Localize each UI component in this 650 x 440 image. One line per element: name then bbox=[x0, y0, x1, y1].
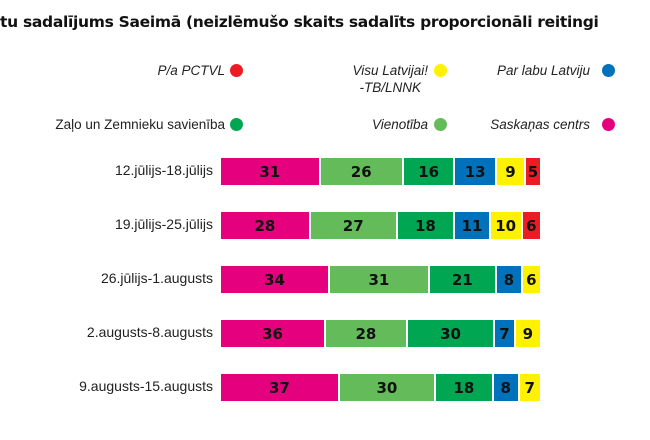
bar-segment: 31 bbox=[330, 266, 430, 293]
category-label: 12.jūlijs-18.jūlijs bbox=[114, 162, 213, 178]
category-label: 9.augusts-15.augusts bbox=[79, 378, 213, 394]
legend-label-par-labu-latviju: Par labu Latviju bbox=[496, 63, 590, 78]
legend-label-tb-lnnk: Visu Latvijai! -TB/LNNK bbox=[352, 62, 428, 96]
data-label: 6 bbox=[526, 270, 537, 289]
bar-segment: 28 bbox=[221, 212, 311, 239]
data-label: 36 bbox=[262, 324, 283, 343]
bar-segment: 6 bbox=[522, 266, 542, 293]
data-label: 37 bbox=[268, 378, 290, 397]
data-label: 30 bbox=[440, 324, 461, 343]
bar-segment: 9 bbox=[497, 158, 526, 185]
bar-segment: 7 bbox=[495, 320, 516, 347]
legend-dot-vienotiba bbox=[434, 118, 447, 131]
bar-segment: 26 bbox=[320, 158, 404, 185]
bar-segment: 30 bbox=[407, 320, 496, 347]
data-label: 31 bbox=[368, 270, 390, 289]
bar-segment: 11 bbox=[455, 212, 491, 239]
legend-label-tb-lnnk-line1: Visu Latvijai! bbox=[352, 63, 428, 78]
bar-segment: 9 bbox=[515, 320, 542, 347]
data-label: 26 bbox=[350, 162, 372, 181]
data-label: 18 bbox=[414, 216, 436, 235]
legend-label-zzs: Zaļo un Zemnieku savienība bbox=[55, 117, 225, 132]
bar-segment: 31 bbox=[221, 158, 321, 185]
data-label: 8 bbox=[503, 270, 515, 289]
bar-segment: 28 bbox=[326, 320, 408, 347]
data-label: 8 bbox=[500, 378, 511, 397]
legend-dot-pctvl bbox=[230, 64, 243, 77]
chart-title: tu sadalījums Saeimā (neizlēmušo skaits … bbox=[0, 13, 599, 31]
bar-segment: 21 bbox=[429, 266, 498, 293]
data-label: 28 bbox=[254, 216, 276, 235]
bar-segment: 37 bbox=[221, 374, 340, 401]
legend-label-tb-lnnk-line2: -TB/LNNK bbox=[359, 80, 421, 95]
category-label: 26.jūlijs-1.augusts bbox=[100, 270, 213, 286]
bar-segment: 6 bbox=[522, 212, 542, 239]
data-label: 31 bbox=[259, 162, 281, 181]
legend-label-pctvl: P/a PCTVL bbox=[157, 63, 225, 78]
bar-segment: 8 bbox=[493, 374, 520, 401]
bar-segment: 16 bbox=[403, 158, 456, 185]
data-label: 16 bbox=[418, 162, 440, 181]
bar-segment: 10 bbox=[490, 212, 523, 239]
legend-label-saskanas-centrs: Saskaņas centrs bbox=[490, 117, 590, 132]
category-label: 2.augusts-8.augusts bbox=[86, 324, 213, 340]
legend-dot-zzs bbox=[230, 118, 243, 131]
bar-segment: 5 bbox=[525, 158, 542, 185]
data-label: 7 bbox=[524, 378, 535, 397]
data-label: 7 bbox=[499, 324, 510, 343]
category-label: 19.jūlijs-25.jūlijs bbox=[114, 216, 213, 232]
data-label: 34 bbox=[264, 270, 285, 289]
bar-segment: 30 bbox=[339, 374, 437, 401]
bar-segment: 7 bbox=[519, 374, 542, 401]
legend-label-vienotiba: Vienotība bbox=[371, 117, 428, 132]
bar-segment: 36 bbox=[221, 320, 327, 347]
data-label: 9 bbox=[522, 324, 534, 343]
legend-dot-tb-lnnk bbox=[434, 64, 447, 77]
data-label: 30 bbox=[376, 378, 398, 397]
bar-segment: 13 bbox=[455, 158, 498, 185]
data-label: 28 bbox=[355, 324, 377, 343]
legend-dot-par-labu-latviju bbox=[602, 64, 615, 77]
data-label: 6 bbox=[526, 216, 537, 235]
bar-segment: 34 bbox=[221, 266, 331, 293]
data-label: 11 bbox=[461, 216, 483, 235]
data-label: 10 bbox=[495, 216, 517, 235]
data-label: 9 bbox=[505, 162, 516, 181]
bar-segment: 8 bbox=[497, 266, 523, 293]
bar-segment: 27 bbox=[310, 212, 398, 239]
data-label: 13 bbox=[464, 162, 486, 181]
data-label: 27 bbox=[342, 216, 364, 235]
legend-dot-saskanas-centrs bbox=[602, 118, 615, 131]
bar-segment: 18 bbox=[397, 212, 456, 239]
bar-segment: 18 bbox=[436, 374, 494, 401]
data-label: 5 bbox=[527, 162, 539, 181]
data-label: 18 bbox=[453, 378, 475, 397]
data-label: 21 bbox=[451, 270, 473, 289]
